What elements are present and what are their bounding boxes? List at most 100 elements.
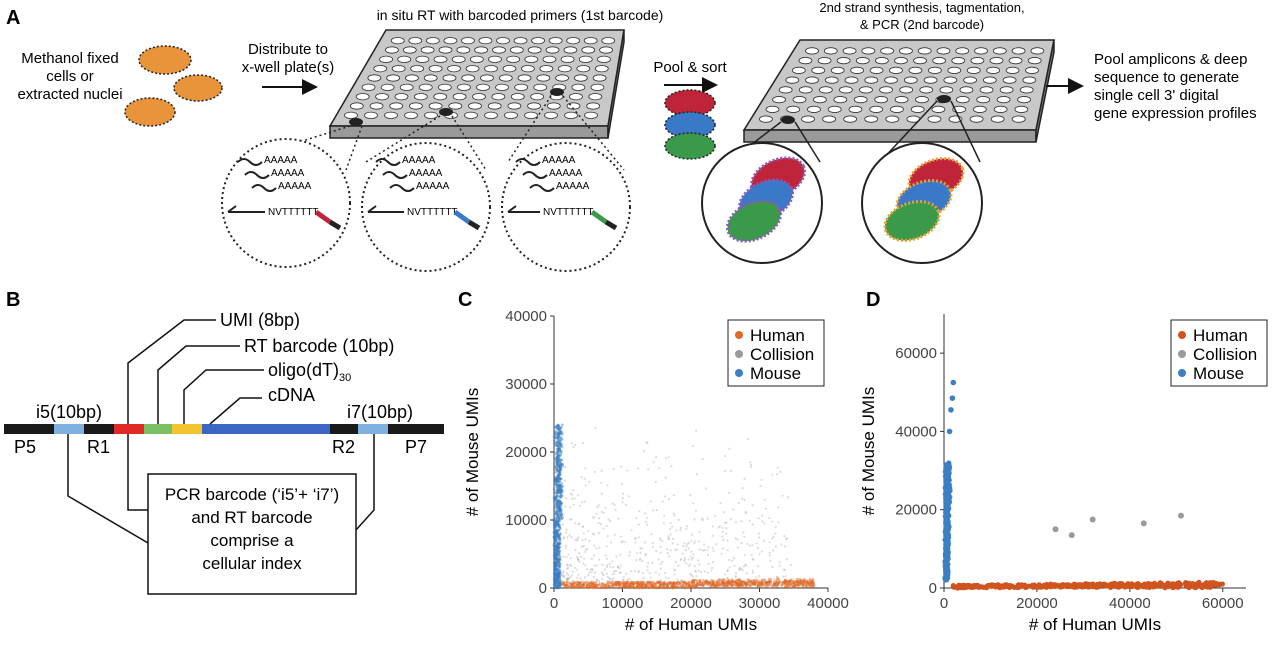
zoom-circle-5 <box>861 142 983 264</box>
point-human <box>685 582 689 586</box>
point-collision <box>558 471 561 474</box>
well <box>581 46 596 54</box>
point-human <box>560 580 563 584</box>
point-mouse <box>555 556 559 560</box>
point-collision <box>570 573 573 577</box>
point-mouse <box>559 426 562 430</box>
well <box>594 65 609 73</box>
step1-line2: cells or <box>46 68 94 85</box>
point-collision <box>657 558 660 561</box>
point-human <box>623 582 627 586</box>
plate1-title: in situ RT with barcoded primers (1st ba… <box>377 7 664 23</box>
point-mouse <box>556 451 560 455</box>
point-collision <box>751 569 754 572</box>
point-mouse <box>555 504 559 508</box>
point-human <box>743 581 746 584</box>
point-human <box>776 581 780 585</box>
point-mouse <box>556 557 560 561</box>
point-human <box>805 579 809 583</box>
point-human <box>766 580 770 584</box>
polya-3c: AAAAA <box>556 181 590 192</box>
point-human <box>573 586 577 589</box>
segment-p5 <box>4 424 54 434</box>
point-mouse <box>554 567 557 571</box>
x-tick-label: 40000 <box>807 595 849 612</box>
point-collision <box>661 500 664 503</box>
step1-line1: Methanol fixed <box>21 50 119 67</box>
point-human <box>698 580 702 584</box>
point-collision <box>681 552 684 555</box>
point-human <box>769 580 773 584</box>
point-human <box>589 585 592 589</box>
point-collision <box>603 568 606 571</box>
point-mouse <box>555 555 559 559</box>
point-mouse <box>560 482 564 485</box>
point-collision <box>611 577 614 580</box>
point-collision <box>611 502 614 505</box>
well <box>420 46 435 54</box>
point-human <box>615 582 619 586</box>
point-human <box>638 586 641 589</box>
point-collision <box>676 580 679 583</box>
point-collision <box>559 517 563 520</box>
well <box>344 111 358 119</box>
point-mouse <box>942 576 948 582</box>
point-human <box>628 586 631 590</box>
point-collision <box>559 578 562 581</box>
point-human <box>752 581 755 585</box>
point-collision <box>676 543 679 546</box>
point-mouse <box>555 573 559 577</box>
point-human <box>736 585 740 588</box>
point-mouse <box>554 561 558 565</box>
point-human <box>765 581 768 585</box>
point-collision <box>690 574 693 577</box>
point-mouse <box>554 470 558 474</box>
well <box>385 46 399 54</box>
point-mouse <box>558 585 562 589</box>
point-collision <box>597 517 601 520</box>
point-human <box>679 581 682 585</box>
point-human <box>580 585 584 589</box>
point-mouse <box>559 431 563 435</box>
point-mouse <box>556 532 559 535</box>
point-mouse <box>559 491 563 495</box>
point-human <box>661 582 665 586</box>
point-collision <box>667 456 670 459</box>
point-human <box>593 585 597 589</box>
point-human <box>588 582 592 585</box>
point-collision <box>689 556 693 559</box>
point-human <box>640 582 644 586</box>
point-human <box>594 580 598 584</box>
well <box>423 74 438 82</box>
point-mouse <box>556 460 559 464</box>
point-mouse <box>553 465 557 469</box>
point-mouse <box>558 581 561 585</box>
point-human <box>775 582 779 586</box>
point-mouse <box>556 523 560 527</box>
point-mouse <box>555 531 559 535</box>
legend-marker-human <box>735 331 743 339</box>
point-human <box>560 583 564 587</box>
point-human <box>571 582 575 586</box>
point-human <box>658 580 661 584</box>
point-human <box>614 584 618 588</box>
point-collision <box>743 498 746 502</box>
well <box>932 57 947 65</box>
point-human <box>650 585 654 589</box>
point-collision <box>784 581 787 584</box>
point-human <box>713 585 716 589</box>
point-collision <box>783 535 786 538</box>
point-mouse <box>558 539 562 543</box>
point-mouse <box>555 514 559 518</box>
point-human <box>622 583 626 587</box>
point-mouse <box>558 471 561 475</box>
point-human <box>782 580 785 584</box>
point-human <box>641 586 645 590</box>
point-collision <box>692 502 695 505</box>
point-human <box>760 580 764 584</box>
point-mouse <box>553 425 557 429</box>
well <box>484 111 498 119</box>
point-collision <box>593 544 596 547</box>
point-human <box>748 580 752 584</box>
point-mouse <box>557 457 561 461</box>
